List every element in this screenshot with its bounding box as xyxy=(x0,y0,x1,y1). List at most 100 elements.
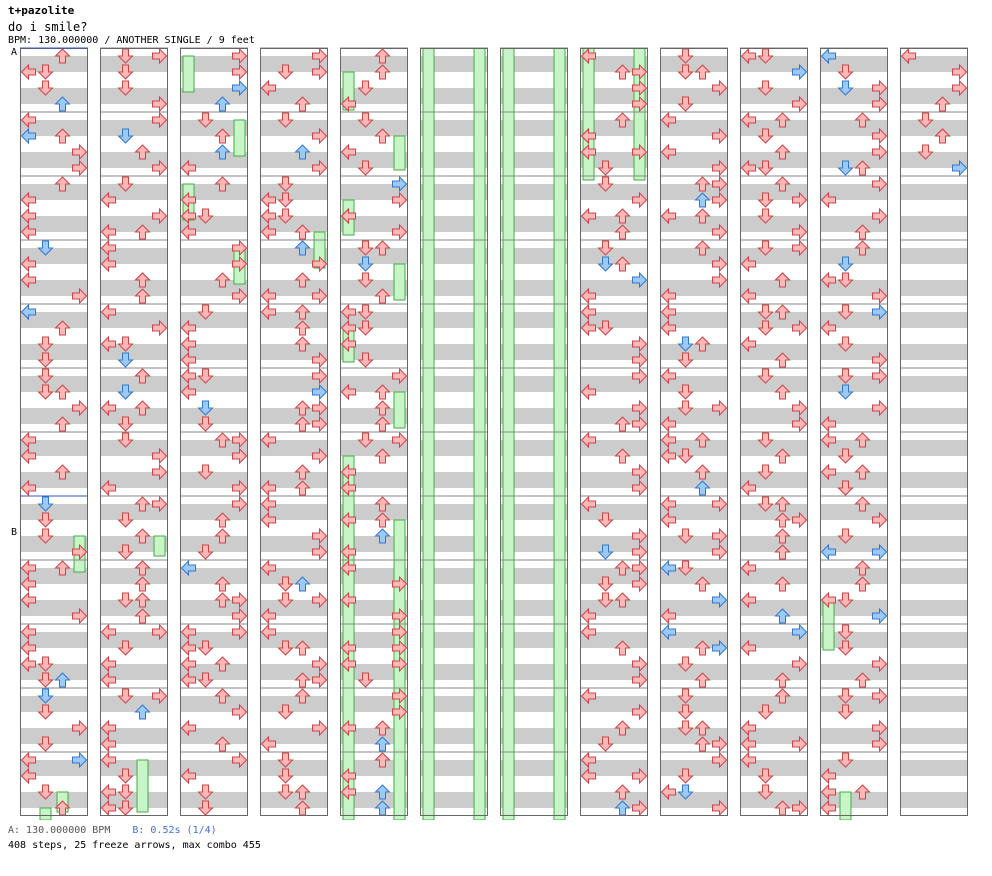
beat-stripe xyxy=(500,792,568,808)
beat-stripe xyxy=(340,568,408,584)
beat-stripe xyxy=(580,152,648,168)
beat-stripe xyxy=(500,248,568,264)
beat-stripe xyxy=(100,312,168,328)
beat-stripe xyxy=(660,600,728,616)
beat-stripe xyxy=(420,56,488,72)
beat-stripe xyxy=(340,312,408,328)
freeze-body xyxy=(393,135,406,171)
beat-stripe xyxy=(660,120,728,136)
beat-stripe xyxy=(420,504,488,520)
beat-stripe xyxy=(20,728,88,744)
beat-stripe xyxy=(900,216,968,232)
freeze-body xyxy=(39,807,52,820)
beat-stripe xyxy=(580,56,648,72)
beat-stripe xyxy=(100,696,168,712)
beat-stripe xyxy=(180,600,248,616)
beat-stripe xyxy=(420,216,488,232)
beat-stripe xyxy=(340,408,408,424)
beat-stripe xyxy=(500,632,568,648)
beat-stripe xyxy=(900,184,968,200)
beat-stripe xyxy=(820,600,888,616)
beat-stripe xyxy=(820,536,888,552)
beat-stripe xyxy=(260,600,328,616)
freeze-body xyxy=(473,47,486,820)
beat-stripe xyxy=(260,248,328,264)
beat-stripe xyxy=(420,184,488,200)
beat-stripe xyxy=(100,792,168,808)
freeze-body xyxy=(182,55,195,93)
beat-stripe xyxy=(660,344,728,360)
song-title: do i smile? xyxy=(8,20,88,34)
beat-stripe xyxy=(100,440,168,456)
beat-stripe xyxy=(740,408,808,424)
beat-stripe xyxy=(100,760,168,776)
beat-stripe xyxy=(180,760,248,776)
beat-stripe xyxy=(740,664,808,680)
beat-stripe xyxy=(340,376,408,392)
beat-stripe xyxy=(260,152,328,168)
beat-stripe xyxy=(900,472,968,488)
beat-stripe xyxy=(260,312,328,328)
beat-stripe xyxy=(100,216,168,232)
section-marker-a: A xyxy=(11,47,18,58)
beat-stripe xyxy=(340,88,408,104)
beat-stripe xyxy=(500,312,568,328)
beat-stripe xyxy=(340,632,408,648)
beat-stripe xyxy=(20,536,88,552)
beat-stripe xyxy=(100,184,168,200)
beat-stripe xyxy=(180,664,248,680)
beat-stripe xyxy=(820,312,888,328)
beat-stripe xyxy=(580,728,648,744)
beat-stripe xyxy=(100,664,168,680)
beat-stripe xyxy=(820,504,888,520)
beat-stripe xyxy=(340,504,408,520)
beat-stripe xyxy=(500,216,568,232)
beat-stripe xyxy=(500,280,568,296)
beat-stripe xyxy=(260,440,328,456)
column-frames xyxy=(20,47,968,816)
beat-stripe xyxy=(180,312,248,328)
beat-stripe xyxy=(820,664,888,680)
beat-stripe xyxy=(900,760,968,776)
beat-stripe xyxy=(580,280,648,296)
beat-stripe xyxy=(660,408,728,424)
beat-stripe xyxy=(580,568,648,584)
freeze-body xyxy=(839,791,852,820)
beat-stripe xyxy=(180,344,248,360)
column-frame xyxy=(420,48,488,816)
freeze-body xyxy=(582,47,595,181)
beat-stripe xyxy=(20,632,88,648)
beat-stripe xyxy=(740,376,808,392)
beat-stripe xyxy=(180,280,248,296)
beat-stripe xyxy=(100,120,168,136)
beat-stripe xyxy=(740,600,808,616)
beat-stripe xyxy=(20,152,88,168)
beat-stripe xyxy=(820,88,888,104)
beat-stripe xyxy=(260,472,328,488)
beat-stripe xyxy=(20,312,88,328)
beat-stripe xyxy=(660,184,728,200)
beat-stripe xyxy=(20,216,88,232)
beat-stripe xyxy=(180,536,248,552)
beat-stripe xyxy=(340,184,408,200)
beat-stripe xyxy=(20,760,88,776)
beat-stripe xyxy=(180,696,248,712)
beat-stripe xyxy=(660,472,728,488)
beat-stripe xyxy=(740,760,808,776)
beat-stripe xyxy=(580,248,648,264)
artist-name: t+pazolite xyxy=(8,4,75,17)
beat-stripe xyxy=(740,312,808,328)
beat-stripe xyxy=(500,376,568,392)
beat-stripe xyxy=(660,504,728,520)
column-frame xyxy=(900,48,968,816)
beat-stripe xyxy=(180,440,248,456)
beat-stripe xyxy=(500,504,568,520)
beat-stripe xyxy=(20,696,88,712)
beat-stripe xyxy=(900,312,968,328)
beat-stripe xyxy=(180,376,248,392)
beat-stripe xyxy=(180,408,248,424)
beat-stripe xyxy=(100,536,168,552)
beat-stripe xyxy=(820,56,888,72)
beat-stripe xyxy=(100,728,168,744)
beat-stripe xyxy=(420,536,488,552)
